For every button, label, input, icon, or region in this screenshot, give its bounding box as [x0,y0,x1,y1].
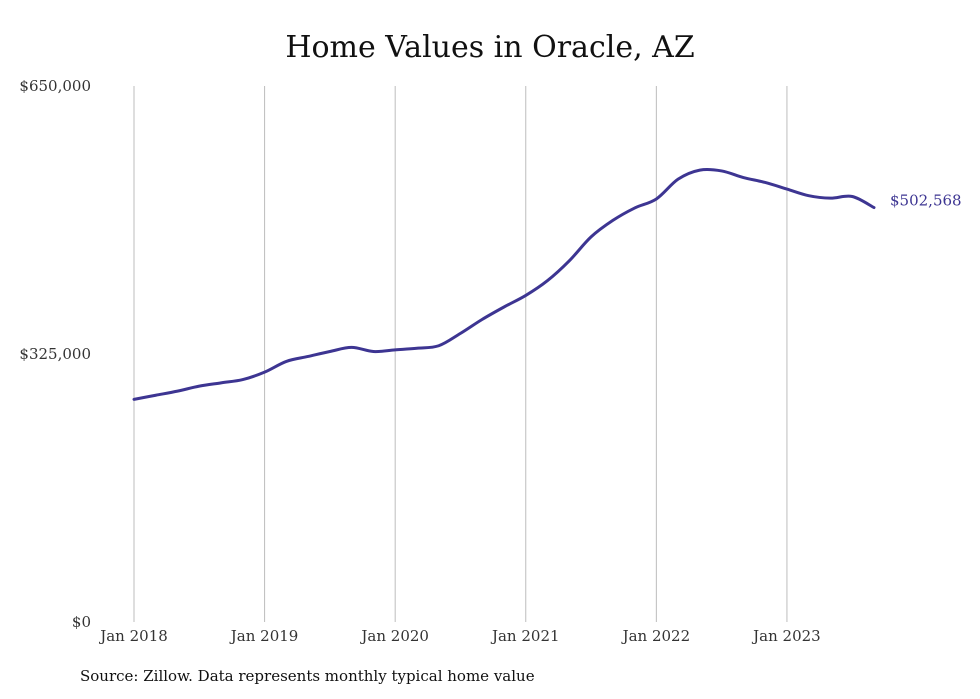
x-tick-label: Jan 2021 [490,627,560,645]
y-tick-label: $650,000 [19,77,91,95]
x-tick-label: Jan 2018 [98,627,168,645]
series-line [132,167,876,401]
y-tick-label: $325,000 [19,345,91,363]
x-tick-label: Jan 2022 [621,627,691,645]
source-note: Source: Zillow. Data represents monthly … [80,667,535,685]
y-axis-labels: $0 $325,000 $650,000 [19,77,91,631]
x-tick-label: Jan 2023 [751,627,821,645]
y-tick-label: $0 [72,613,91,631]
x-axis-labels: Jan 2018 Jan 2019 Jan 2020 Jan 2021 Jan 2022… [98,627,821,645]
x-tick-label: Jan 2019 [229,627,299,645]
x-tick-label: Jan 2020 [359,627,429,645]
gridlines [133,86,788,622]
chart-title: Home Values in Oracle, AZ [285,30,695,65]
end-value-label: $502,568 [890,192,962,210]
